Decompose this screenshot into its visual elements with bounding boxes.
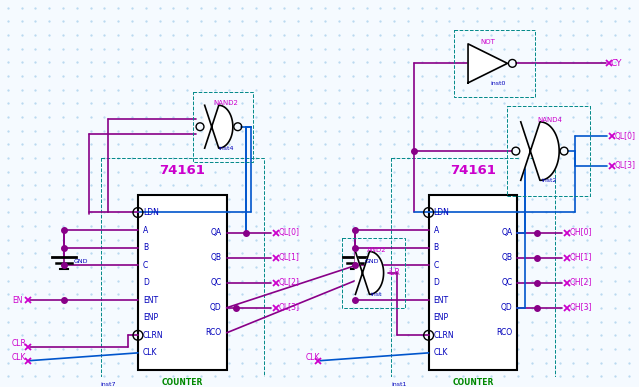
Text: D: D (433, 278, 440, 287)
Text: QH[2]: QH[2] (569, 278, 592, 287)
Text: QA: QA (501, 228, 512, 237)
Text: QD: QD (210, 303, 222, 312)
Text: QH[0]: QH[0] (569, 228, 592, 237)
Text: CLK: CLK (12, 353, 26, 362)
Text: CLRN: CLRN (143, 331, 164, 340)
Text: QB: QB (211, 253, 222, 262)
Text: COUNTER: COUNTER (452, 378, 494, 387)
Text: AND2: AND2 (367, 247, 387, 253)
Polygon shape (521, 122, 559, 180)
Text: QL[2]: QL[2] (279, 278, 300, 287)
Text: GND: GND (365, 259, 379, 264)
Text: CY: CY (611, 59, 622, 68)
Text: A: A (143, 226, 148, 235)
Polygon shape (204, 105, 233, 148)
Text: QL[3]: QL[3] (615, 161, 636, 170)
Text: QC: QC (211, 278, 222, 287)
Text: inst7: inst7 (100, 382, 116, 387)
Text: QA: QA (211, 228, 222, 237)
Text: inst4: inst4 (218, 146, 233, 151)
Text: QH[1]: QH[1] (569, 253, 592, 262)
Text: CLK: CLK (305, 353, 320, 362)
Text: QC: QC (501, 278, 512, 287)
FancyBboxPatch shape (429, 195, 518, 370)
Text: ENP: ENP (433, 313, 449, 322)
Text: QL[1]: QL[1] (279, 253, 300, 262)
Polygon shape (355, 252, 383, 295)
FancyBboxPatch shape (138, 195, 227, 370)
Text: NOT: NOT (481, 39, 495, 45)
Text: CLR: CLR (12, 339, 27, 348)
Text: NAND4: NAND4 (537, 117, 562, 123)
Text: NAND2: NAND2 (213, 100, 238, 106)
Text: RCO: RCO (497, 328, 512, 337)
Text: inst0: inst0 (490, 81, 505, 86)
Text: C: C (433, 260, 439, 270)
Text: QD: QD (500, 303, 512, 312)
Text: CLK: CLK (433, 348, 448, 357)
Text: CLK: CLK (143, 348, 157, 357)
Text: QB: QB (502, 253, 512, 262)
Text: LDN: LDN (143, 208, 158, 217)
Text: B: B (433, 243, 438, 252)
Text: QL[0]: QL[0] (615, 132, 636, 141)
Text: QH[3]: QH[3] (569, 303, 592, 312)
Text: inst: inst (371, 292, 382, 297)
Text: inst1: inst1 (391, 382, 406, 387)
Text: ENT: ENT (143, 296, 158, 305)
Text: inst2: inst2 (542, 178, 557, 183)
Text: B: B (143, 243, 148, 252)
Text: GND: GND (74, 259, 88, 264)
Text: iLR: iLR (389, 269, 401, 277)
Text: ENT: ENT (433, 296, 449, 305)
Text: QL[0]: QL[0] (279, 228, 300, 237)
Text: A: A (433, 226, 439, 235)
Text: LDN: LDN (433, 208, 449, 217)
Polygon shape (468, 44, 507, 83)
Text: 74161: 74161 (450, 164, 496, 177)
Text: CLRN: CLRN (433, 331, 454, 340)
Text: D: D (143, 278, 149, 287)
Text: QL[3]: QL[3] (279, 303, 300, 312)
Text: COUNTER: COUNTER (162, 378, 203, 387)
Text: 74161: 74161 (159, 164, 205, 177)
Text: C: C (143, 260, 148, 270)
Text: ENP: ENP (143, 313, 158, 322)
Text: RCO: RCO (206, 328, 222, 337)
Text: EN: EN (12, 296, 22, 305)
